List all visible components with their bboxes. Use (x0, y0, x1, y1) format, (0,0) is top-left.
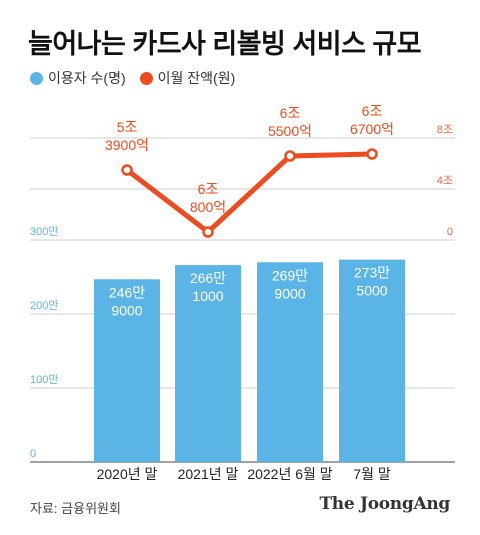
legend-swatch-users (30, 71, 43, 85)
line-value-label: 6조 (280, 105, 301, 121)
x-axis-label: 2022년 6월 말 (247, 466, 332, 482)
bar (94, 279, 160, 462)
line-value-label: 6700억 (350, 121, 394, 137)
bar-value-label: 273만 (354, 265, 390, 281)
line-axis-tick-label: 8조 (437, 124, 453, 136)
bar-axis-tick-label: 0 (30, 448, 36, 460)
source-note: 자료: 금융위원회 (30, 501, 121, 516)
legend-item-users: 이용자 수(명) (30, 68, 126, 88)
line-series: 5조 3900억 6조 800억 6조 5500억 6조 6700억 (105, 103, 394, 238)
x-axis-label: 2020년 말 (97, 466, 158, 482)
chart-title: 늘어나는 카드사 리볼빙 서비스 규모 (28, 29, 422, 59)
bar (257, 262, 323, 462)
legend-swatch-balance (139, 71, 153, 85)
bar-value-label: 269만 (272, 267, 308, 283)
bar-series: 246만 9000 266만 1000 269만 9000 273만 5000 (94, 259, 405, 462)
axis-tick-labels: 0 100만 200만 300만 0 4조 8조 (30, 124, 453, 460)
legend-label-users: 이용자 수(명) (48, 70, 126, 86)
legend-item-balance: 이월 잔액(원) (139, 68, 236, 88)
x-axis-label: 7월 말 (353, 466, 391, 482)
bar-axis-tick-label: 100만 (30, 373, 58, 386)
bar-value-label: 1000 (192, 288, 223, 304)
x-axis-label: 2021년 말 (178, 466, 239, 482)
line-point (284, 150, 296, 162)
line-point (366, 148, 378, 160)
line-value-label: 3900억 (105, 137, 149, 153)
legend: 이용자 수(명) 이월 잔액(원) (30, 68, 249, 88)
bar-axis-tick-label: 200만 (30, 299, 58, 312)
bar-value-label: 9000 (111, 302, 142, 318)
line-axis-tick-label: 0 (447, 226, 453, 238)
x-axis-labels: 2020년 말 2021년 말 2022년 6월 말 7월 말 (97, 466, 391, 482)
line-path (125, 151, 373, 235)
bar-value-label: 5000 (356, 283, 387, 299)
line-value-label: 800억 (190, 199, 226, 215)
bar-value-label: 246만 (109, 284, 145, 300)
line-value-label: 6조 (362, 103, 383, 119)
brand-logo: The JoongAng (319, 494, 450, 514)
bar-value-label: 266만 (190, 270, 226, 286)
line-value-label: 6조 (198, 181, 219, 197)
bar (339, 259, 405, 462)
bar-axis-tick-label: 300만 (30, 225, 58, 238)
legend-label-balance: 이월 잔액(원) (157, 70, 236, 86)
line-point (121, 164, 133, 176)
line-value-label: 5조 (117, 119, 138, 135)
line-value-label: 5500억 (268, 123, 312, 139)
line-axis-tick-label: 4조 (437, 175, 453, 187)
bar (175, 265, 241, 462)
bar-value-label: 9000 (274, 285, 305, 301)
line-point (202, 226, 214, 238)
